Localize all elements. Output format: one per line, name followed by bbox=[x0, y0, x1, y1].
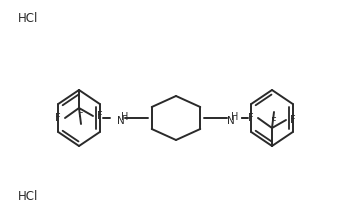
Text: F: F bbox=[78, 109, 84, 119]
Text: HCl: HCl bbox=[18, 12, 38, 24]
Text: F: F bbox=[97, 111, 102, 121]
Text: HCl: HCl bbox=[18, 190, 38, 202]
Text: F: F bbox=[55, 113, 61, 123]
Text: H: H bbox=[121, 112, 129, 122]
Text: H: H bbox=[231, 112, 239, 122]
Text: N: N bbox=[227, 116, 235, 126]
Text: N: N bbox=[117, 116, 125, 126]
Text: F: F bbox=[249, 113, 254, 123]
Text: F: F bbox=[271, 117, 277, 127]
Text: F: F bbox=[290, 115, 296, 125]
